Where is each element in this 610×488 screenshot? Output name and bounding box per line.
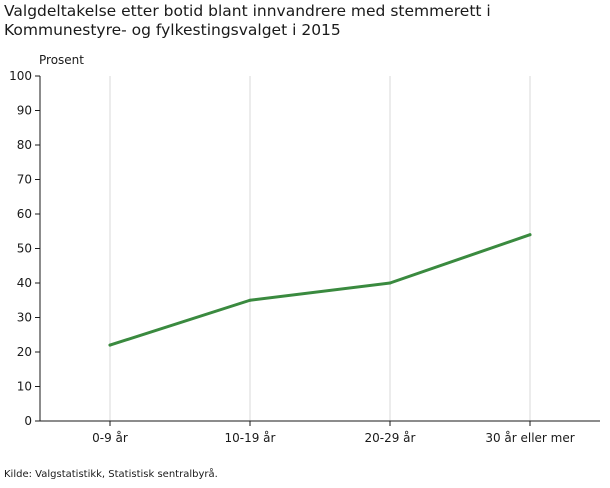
y-tick-label: 80 bbox=[17, 138, 32, 152]
y-tick-label: 10 bbox=[17, 380, 32, 394]
y-tick-label: 60 bbox=[17, 207, 32, 221]
chart-title-line-2: Kommunestyre- og fylkestingsvalget i 201… bbox=[4, 21, 341, 39]
y-tick-label: 0 bbox=[24, 414, 32, 428]
series-line bbox=[108, 233, 532, 347]
source-note: Kilde: Valgstatistikk, Statistisk sentra… bbox=[4, 469, 218, 480]
x-tick-label: 10-19 år bbox=[225, 431, 276, 445]
x-tick-label: 20-29 år bbox=[365, 431, 416, 445]
y-tick-label: 90 bbox=[17, 104, 32, 118]
y-axis-label: Prosent bbox=[39, 53, 84, 67]
data-point bbox=[388, 281, 392, 285]
y-tick-label: 20 bbox=[17, 345, 32, 359]
chart-title: Valgdeltakelse etter botid blant innvand… bbox=[4, 2, 604, 40]
y-tick-label: 70 bbox=[17, 173, 32, 187]
series-group bbox=[108, 233, 532, 347]
y-tick-label: 100 bbox=[9, 69, 32, 83]
x-tick-label: 30 år eller mer bbox=[485, 431, 574, 445]
data-point bbox=[528, 233, 532, 237]
y-axis-ticks: 0 10 20 30 40 50 60 70 80 90 100 bbox=[9, 69, 40, 428]
y-tick-label: 50 bbox=[17, 242, 32, 256]
chart-title-line-1: Valgdeltakelse etter botid blant innvand… bbox=[4, 2, 491, 20]
x-axis-ticks: 0-9 år 10-19 år 20-29 år 30 år eller mer bbox=[92, 421, 575, 445]
y-tick-label: 30 bbox=[17, 311, 32, 325]
y-tick-label: 40 bbox=[17, 276, 32, 290]
data-point bbox=[248, 298, 252, 302]
grid-lines bbox=[39, 76, 600, 422]
x-tick-label: 0-9 år bbox=[92, 431, 128, 445]
data-point bbox=[108, 343, 112, 347]
